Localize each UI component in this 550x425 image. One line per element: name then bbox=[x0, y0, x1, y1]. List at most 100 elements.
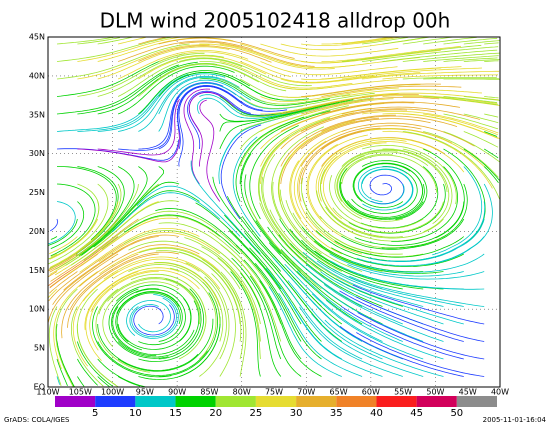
streamline bbox=[231, 257, 282, 360]
streamline bbox=[483, 166, 499, 183]
streamline bbox=[261, 176, 322, 272]
lat-label: 35N bbox=[29, 110, 45, 119]
streamline bbox=[258, 137, 289, 237]
streamline bbox=[128, 264, 221, 324]
streamline bbox=[117, 58, 243, 97]
streamline bbox=[50, 218, 139, 282]
streamline bbox=[311, 313, 424, 377]
streamline bbox=[265, 267, 342, 360]
streamline bbox=[381, 183, 468, 249]
streamline bbox=[356, 332, 485, 377]
lon-label: 100W bbox=[101, 388, 124, 397]
streamline bbox=[240, 153, 282, 255]
streamline bbox=[138, 45, 272, 63]
streamline bbox=[48, 236, 98, 270]
streamline bbox=[48, 201, 76, 245]
streamline bbox=[115, 291, 180, 351]
streamline bbox=[48, 271, 58, 277]
streamline bbox=[432, 166, 483, 256]
streamline bbox=[260, 112, 355, 185]
colorbar-swatch bbox=[95, 396, 136, 407]
streamline bbox=[320, 271, 444, 325]
streamline bbox=[463, 131, 499, 148]
streamline bbox=[190, 160, 261, 255]
streamline bbox=[243, 259, 302, 360]
lat-label: 5N bbox=[34, 344, 45, 353]
streamline bbox=[382, 95, 498, 104]
streamline bbox=[138, 75, 240, 132]
streamline bbox=[300, 96, 440, 115]
streamline bbox=[260, 78, 398, 90]
streamline bbox=[339, 168, 424, 220]
streamline bbox=[239, 110, 331, 185]
streamline bbox=[52, 236, 159, 305]
streamline bbox=[56, 358, 68, 386]
streamline bbox=[348, 183, 446, 234]
streamline bbox=[138, 288, 205, 362]
streamline bbox=[325, 299, 444, 360]
streamline bbox=[219, 78, 351, 105]
streamline bbox=[306, 144, 343, 237]
streamline bbox=[158, 51, 291, 78]
streamline bbox=[97, 358, 147, 387]
streamline bbox=[130, 273, 207, 342]
streamline bbox=[484, 60, 499, 62]
streamline bbox=[133, 304, 175, 336]
streamline bbox=[49, 183, 122, 269]
streamline bbox=[79, 244, 200, 287]
streamline bbox=[423, 96, 499, 106]
streamline bbox=[55, 183, 139, 270]
streamline bbox=[357, 166, 408, 205]
streamline bbox=[341, 218, 465, 250]
streamline bbox=[117, 65, 235, 115]
streamline bbox=[50, 183, 96, 257]
streamline bbox=[49, 218, 99, 260]
streamline bbox=[230, 271, 261, 377]
streamline bbox=[260, 98, 394, 132]
streamline bbox=[199, 276, 227, 377]
streamline bbox=[362, 37, 409, 45]
streamline bbox=[346, 269, 485, 290]
streamline bbox=[220, 124, 262, 220]
streamline bbox=[362, 70, 500, 80]
streamline bbox=[362, 110, 499, 134]
streamline bbox=[334, 236, 465, 258]
streamline bbox=[340, 181, 425, 220]
streamline bbox=[71, 306, 104, 387]
streamline bbox=[56, 43, 190, 80]
streamline bbox=[443, 148, 486, 244]
streamline bbox=[48, 183, 109, 265]
streamline bbox=[484, 96, 499, 99]
streamline bbox=[56, 64, 180, 115]
streamline bbox=[299, 306, 403, 377]
streamline bbox=[63, 234, 180, 291]
streamline bbox=[341, 37, 396, 45]
streamline bbox=[183, 88, 211, 185]
streamline bbox=[335, 278, 464, 325]
lat-label: 45N bbox=[29, 33, 45, 42]
streamline bbox=[178, 85, 227, 167]
streamline bbox=[321, 45, 462, 62]
colorbar-label: 40 bbox=[370, 408, 383, 419]
streamline bbox=[77, 52, 205, 97]
streamline bbox=[260, 93, 399, 115]
streamline bbox=[184, 237, 261, 325]
lon-label: 45W bbox=[459, 388, 477, 397]
streamline bbox=[138, 70, 251, 115]
streamline bbox=[117, 376, 141, 387]
lon-label: 75W bbox=[265, 388, 283, 397]
colorbar-swatch bbox=[255, 396, 297, 407]
streamline bbox=[261, 251, 343, 342]
colorbar-label: 10 bbox=[129, 408, 142, 419]
streamline bbox=[101, 215, 221, 250]
streamline bbox=[56, 37, 172, 62]
streamline bbox=[56, 341, 75, 387]
streamline bbox=[349, 275, 485, 307]
streamline bbox=[443, 57, 498, 62]
streamline bbox=[423, 37, 477, 45]
streamline bbox=[77, 376, 85, 387]
streamline bbox=[235, 244, 302, 342]
streamline bbox=[178, 72, 309, 101]
lon-label: 90W bbox=[168, 388, 186, 397]
